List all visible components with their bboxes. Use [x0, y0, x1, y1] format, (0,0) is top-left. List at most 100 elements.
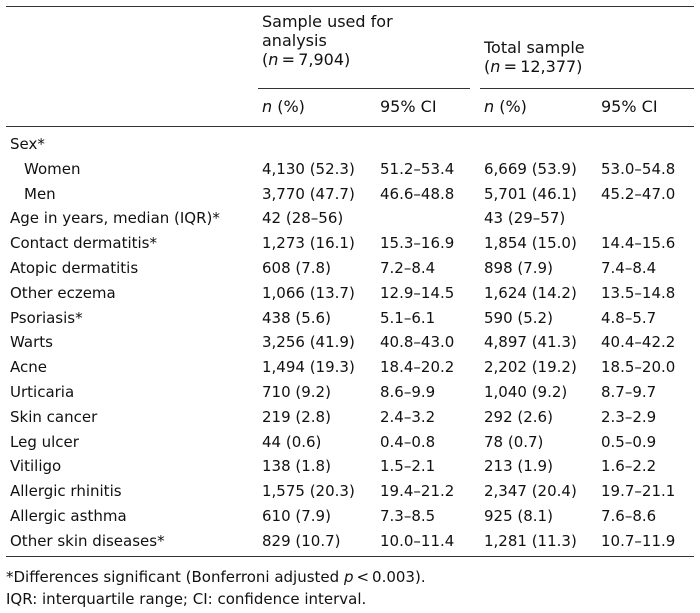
cell-ci-total: 19.7–21.1 — [601, 482, 676, 501]
table-row: Psoriasis* 438 (5.6) 5.1–6.1 590 (5.2) 4.8–5… — [0, 306, 700, 331]
bottom-rule — [6, 556, 694, 557]
cell-n-total: 6,669 (53.9) — [484, 159, 577, 178]
table-row: Age in years, median (IQR)* 42 (28–56) 43 … — [0, 206, 700, 231]
group-header-total: Total sample (n = 12,377) — [484, 38, 585, 76]
cell-ci-total: 40.4–42.2 — [601, 333, 676, 352]
row-label: Other eczema — [10, 283, 116, 302]
table-row: Vitiligo 138 (1.8) 1.5–2.1 213 (1.9) 1.6–2.2 — [0, 454, 700, 479]
row-label: Atopic dermatitis — [10, 259, 139, 277]
table-row: Sex* — [0, 132, 700, 157]
cell-n-total: 4,897 (41.3) — [484, 333, 577, 352]
row-label: Contact dermatitis* — [10, 234, 157, 253]
cell-n-analysis: 710 (9.2) — [262, 383, 331, 401]
cell-n-total: 1,040 (9.2) — [484, 383, 568, 401]
cell-ci-total: 2.3–2.9 — [601, 407, 657, 426]
cell-ci-analysis: 40.8–43.0 — [380, 333, 455, 352]
row-label: Age in years, median (IQR)* — [10, 209, 220, 228]
cell-ci-analysis: 0.4–0.8 — [380, 432, 436, 451]
cell-ci-analysis: 2.4–3.2 — [380, 407, 436, 426]
cell-n-analysis: 138 (1.8) — [262, 457, 331, 476]
table-row: Other skin diseases* 829 (10.7) 10.0–11.4 1… — [0, 529, 700, 554]
cell-n-total: 213 (1.9) — [484, 457, 553, 476]
cell-ci-total: 7.4–8.4 — [601, 259, 657, 277]
group-header-analysis-line1: Sample used for — [262, 12, 393, 31]
row-label: Leg ulcer — [10, 432, 79, 451]
col-header-ci-analysis: 95% CI — [380, 97, 437, 116]
cell-n-total: 2,347 (20.4) — [484, 482, 577, 501]
cell-n-total: 43 (29–57) — [484, 209, 566, 228]
row-label: Allergic rhinitis — [10, 482, 122, 501]
row-label: Men — [24, 184, 56, 203]
cell-n-total: 1,624 (14.2) — [484, 283, 577, 302]
cell-ci-analysis: 1.5–2.1 — [380, 457, 436, 476]
cell-ci-total: 18.5–20.0 — [601, 358, 676, 377]
cell-n-analysis: 4,130 (52.3) — [262, 159, 355, 178]
row-label: Psoriasis* — [10, 308, 83, 327]
table-row: Allergic rhinitis 1,575 (20.3) 19.4–21.2 2,… — [0, 479, 700, 504]
group-header-total-line2: (n = 12,377) — [484, 57, 583, 76]
cell-n-analysis: 610 (7.9) — [262, 507, 331, 525]
col-header-n-analysis: n (%) — [262, 97, 305, 116]
cell-ci-analysis: 7.3–8.5 — [380, 507, 436, 525]
table-row: Other eczema 1,066 (13.7) 12.9–14.5 1,624 (… — [0, 281, 700, 306]
table-row: Leg ulcer 44 (0.6) 0.4–0.8 78 (0.7) 0.5–0.9 — [0, 430, 700, 455]
row-label: Sex* — [10, 135, 45, 153]
cell-ci-analysis: 12.9–14.5 — [380, 283, 455, 302]
top-rule — [6, 6, 694, 7]
row-label: Women — [24, 159, 81, 178]
cell-ci-total: 45.2–47.0 — [601, 184, 676, 203]
group-header-analysis-line3: (n = 7,904) — [262, 50, 351, 69]
cell-n-analysis: 1,494 (19.3) — [262, 358, 355, 377]
group-header-analysis: Sample used for analysis (n = 7,904) — [262, 12, 393, 69]
cell-n-analysis: 3,770 (47.7) — [262, 184, 355, 203]
cell-n-total: 925 (8.1) — [484, 507, 553, 525]
group-underline-total — [480, 88, 694, 89]
cell-n-analysis: 3,256 (41.9) — [262, 333, 355, 352]
cell-n-total: 1,854 (15.0) — [484, 234, 577, 253]
table-row: Atopic dermatitis 608 (7.8) 7.2–8.4 898 (7.… — [0, 256, 700, 281]
cell-n-analysis: 1,575 (20.3) — [262, 482, 355, 501]
table-row: Acne 1,494 (19.3) 18.4–20.2 2,202 (19.2) 18.… — [0, 355, 700, 380]
table-row: Skin cancer 219 (2.8) 2.4–3.2 292 (2.6) 2.3–… — [0, 405, 700, 430]
cell-ci-analysis: 18.4–20.2 — [380, 358, 455, 377]
cell-n-analysis: 1,273 (16.1) — [262, 234, 355, 253]
cell-n-total: 898 (7.9) — [484, 259, 553, 277]
row-label: Urticaria — [10, 383, 75, 401]
cell-n-analysis: 44 (0.6) — [262, 432, 322, 451]
cell-ci-total: 13.5–14.8 — [601, 283, 676, 302]
cell-ci-total: 7.6–8.6 — [601, 507, 657, 525]
cell-n-analysis: 219 (2.8) — [262, 407, 331, 426]
cell-ci-analysis: 46.6–48.8 — [380, 184, 455, 203]
cell-n-total: 78 (0.7) — [484, 432, 544, 451]
row-label: Vitiligo — [10, 457, 62, 476]
row-label: Allergic asthma — [10, 507, 127, 525]
cell-ci-total: 0.5–0.9 — [601, 432, 657, 451]
cell-n-total: 2,202 (19.2) — [484, 358, 577, 377]
cell-n-total: 590 (5.2) — [484, 308, 553, 327]
group-header-analysis-line2: analysis — [262, 31, 327, 50]
cell-n-analysis: 1,066 (13.7) — [262, 283, 355, 302]
cell-n-analysis: 42 (28–56) — [262, 209, 344, 228]
table-row: Allergic asthma 610 (7.9) 7.3–8.5 925 (8.1)… — [0, 504, 700, 529]
cell-ci-analysis: 51.2–53.4 — [380, 159, 455, 178]
cell-ci-analysis: 10.0–11.4 — [380, 531, 455, 550]
table-row: Men 3,770 (47.7) 46.6–48.8 5,701 (46.1) 45.2… — [0, 182, 700, 207]
cell-ci-total: 4.8–5.7 — [601, 308, 657, 327]
table-row: Women 4,130 (52.3) 51.2–53.4 6,669 (53.9) 53… — [0, 157, 700, 182]
cell-n-total: 5,701 (46.1) — [484, 184, 577, 203]
cell-ci-analysis: 7.2–8.4 — [380, 259, 436, 277]
group-underline-analysis — [258, 88, 470, 89]
cell-ci-total: 14.4–15.6 — [601, 234, 676, 253]
cell-ci-analysis: 15.3–16.9 — [380, 234, 455, 253]
cell-ci-analysis: 19.4–21.2 — [380, 482, 455, 501]
cell-n-analysis: 438 (5.6) — [262, 308, 331, 327]
cell-n-analysis: 829 (10.7) — [262, 531, 341, 550]
row-label: Warts — [10, 333, 53, 352]
cell-ci-analysis: 5.1–6.1 — [380, 308, 436, 327]
cell-n-analysis: 608 (7.8) — [262, 259, 331, 277]
col-header-n-total: n (%) — [484, 97, 527, 116]
table-row: Contact dermatitis* 1,273 (16.1) 15.3–16.9… — [0, 231, 700, 256]
cell-ci-total: 1.6–2.2 — [601, 457, 657, 476]
table-row: Warts 3,256 (41.9) 40.8–43.0 4,897 (41.3) 40… — [0, 330, 700, 355]
row-label: Acne — [10, 358, 47, 377]
